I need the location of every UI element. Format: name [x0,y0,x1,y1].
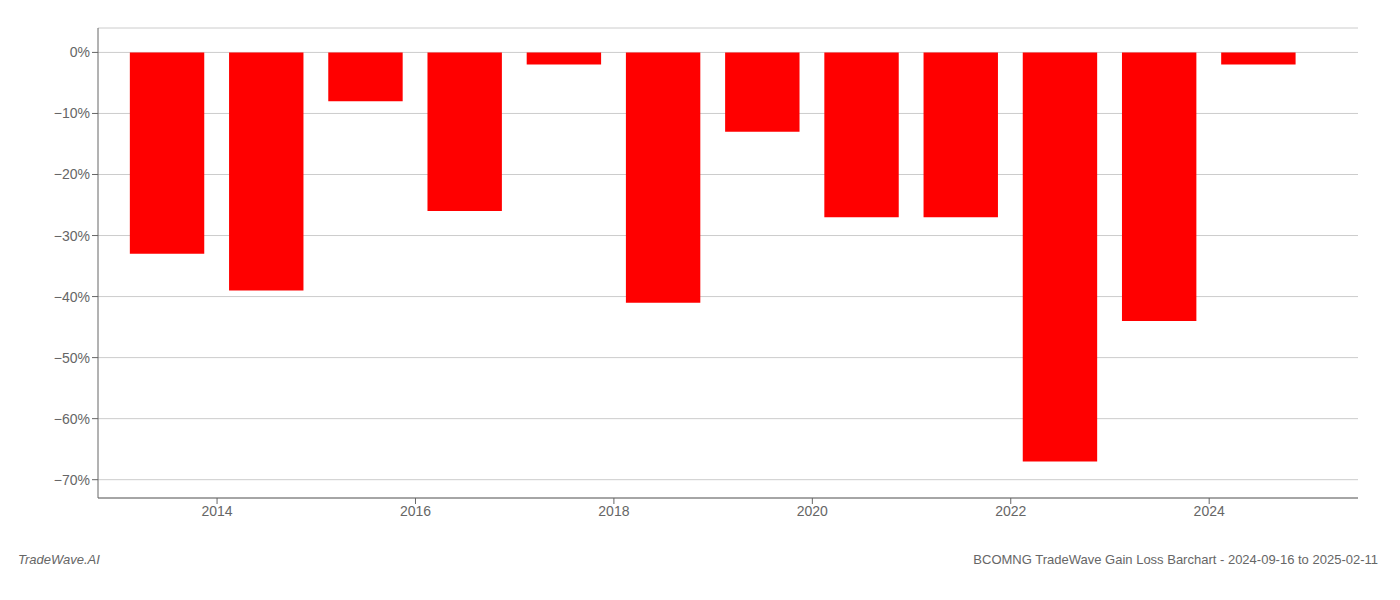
html-text:BCOMNG TradeWave Gain Loss Bar: BCOMNG TradeWave Gain Loss Barchart - 20… [973,552,1378,567]
svg-text:2024: 2024 [1194,503,1225,519]
svg-text:2020: 2020 [797,503,828,519]
svg-text:2014: 2014 [201,503,232,519]
svg-text:2016: 2016 [400,503,431,519]
svg-text:2022: 2022 [995,503,1026,519]
svg-text:−20%: −20% [54,166,90,182]
svg-text:−50%: −50% [54,350,90,366]
svg-text:−60%: −60% [54,411,90,427]
svg-text:−30%: −30% [54,228,90,244]
html-text:TradeWave.AI: TradeWave.AI [18,552,100,567]
svg-text:−40%: −40% [54,289,90,305]
svg-text:0%: 0% [70,44,90,60]
svg-text:2018: 2018 [598,503,629,519]
svg-text:−10%: −10% [54,105,90,121]
svg-text:−70%: −70% [54,472,90,488]
